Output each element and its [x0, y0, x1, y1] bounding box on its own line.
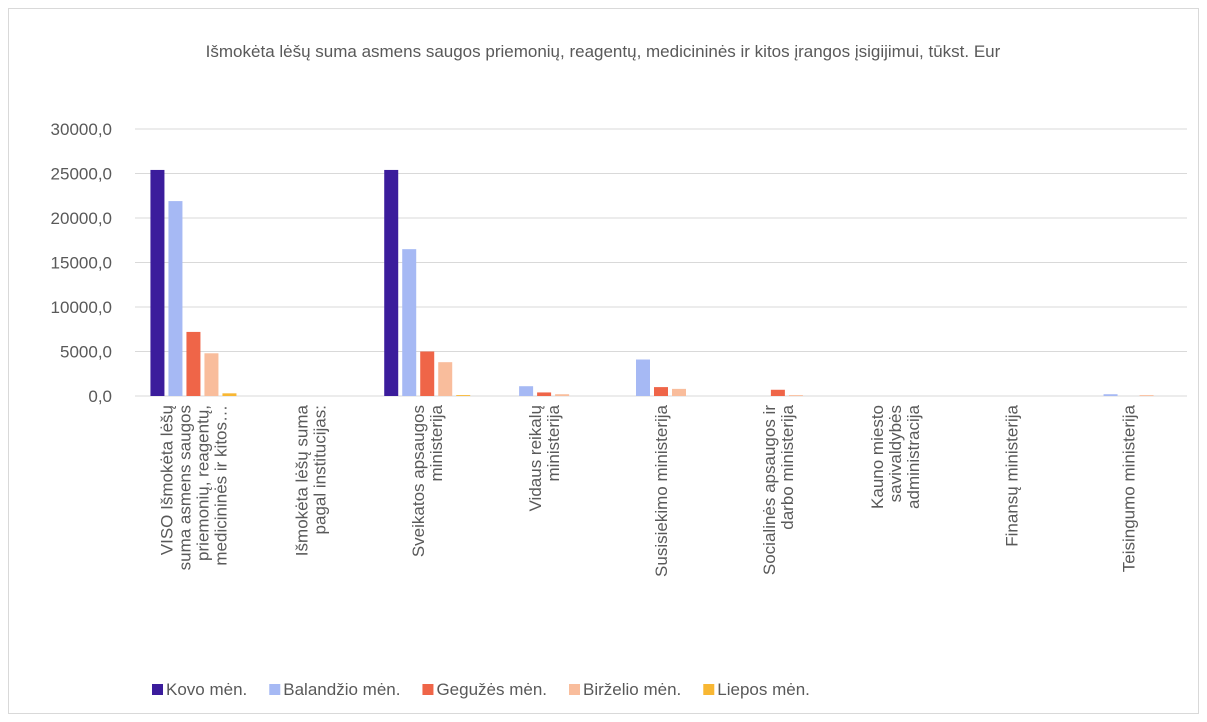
legend-label: Gegužės mėn.: [436, 680, 547, 699]
x-tick-label: Vidaus reikalųministerija: [526, 404, 563, 511]
bar: [420, 351, 435, 396]
label-line: savivaldybės: [886, 405, 905, 502]
bar: [654, 387, 668, 396]
chart-title: Išmokėta lėšų suma asmens saugos priemon…: [206, 42, 1001, 61]
bar: [636, 359, 650, 396]
title-line: Išmokėta lėšų suma asmens saugos priemon…: [206, 42, 1001, 61]
bar: [150, 169, 165, 396]
x-tick-label: VISO Išmokėta lėšųsuma asmens saugosprie…: [157, 405, 230, 570]
label-line: suma asmens saugos: [175, 405, 194, 570]
bar: [1139, 395, 1154, 396]
label-line: priemonių, reagentų,: [193, 405, 212, 561]
label-line: pagal institucijas:: [310, 405, 329, 534]
label-line: ministerija: [427, 404, 446, 481]
bar: [788, 395, 803, 396]
bar: [222, 393, 237, 396]
legend-label: Liepos mėn.: [717, 680, 810, 699]
x-tick-label: Išmokėta lėšų sumapagal institucijas:: [292, 404, 329, 556]
label-line: Susisiekimo ministerija: [652, 404, 671, 576]
legend-label: Balandžio mėn.: [283, 680, 400, 699]
y-tick-label: 20000,0: [51, 209, 112, 228]
label-line: medicininės ir kitos…: [211, 405, 230, 566]
x-tick-label: Sveikatos apsaugosministerija: [409, 404, 446, 557]
legend-swatch: [269, 684, 281, 695]
legend-swatch: [422, 684, 434, 695]
bar: [186, 331, 201, 396]
x-tick-label: Susisiekimo ministerija: [652, 404, 671, 576]
y-tick-label: 5000,0: [60, 343, 112, 362]
x-tick-label: Finansų ministerija: [1003, 404, 1022, 546]
bar: [672, 388, 686, 396]
y-tick-label: 0,0: [88, 387, 112, 406]
y-tick-label: 25000,0: [51, 165, 112, 184]
y-tick-label: 15000,0: [51, 254, 112, 273]
y-tick-label: 30000,0: [51, 120, 112, 139]
legend-label: Birželio mėn.: [583, 680, 681, 699]
label-line: administracija: [904, 404, 923, 508]
label-line: Teisingumo ministerija: [1120, 404, 1139, 572]
label-line: Kauno miesto: [868, 405, 887, 509]
bar: [770, 389, 785, 396]
bar: [438, 362, 453, 396]
legend-swatch: [152, 684, 163, 695]
legend-swatch: [569, 684, 581, 695]
y-tick-label: 10000,0: [51, 298, 112, 317]
label-line: ministerija: [544, 404, 563, 481]
label-line: Socialinės apsaugos ir: [760, 405, 779, 575]
bar: [168, 201, 183, 396]
bar: [402, 249, 417, 396]
legend-swatch: [703, 684, 715, 695]
bar: [555, 394, 570, 396]
bar: [1103, 394, 1118, 396]
bar: [519, 386, 534, 396]
bar: [537, 392, 552, 396]
label-line: Sveikatos apsaugos: [409, 405, 428, 557]
legend-label: Kovo mėn.: [166, 680, 247, 699]
label-line: Vidaus reikalų: [526, 405, 545, 511]
label-line: darbo ministerija: [778, 404, 797, 529]
label-line: Išmokėta lėšų suma: [292, 404, 311, 556]
x-tick-label: Teisingumo ministerija: [1120, 404, 1139, 572]
x-tick-label: Socialinės apsaugos irdarbo ministerija: [760, 404, 797, 575]
bar: [204, 353, 219, 396]
bar: [456, 395, 471, 396]
bar: [384, 169, 399, 396]
x-tick-label: Kauno miestosavivaldybėsadministracija: [868, 404, 923, 508]
label-line: VISO Išmokėta lėšų: [157, 405, 176, 555]
label-line: Finansų ministerija: [1003, 404, 1022, 546]
